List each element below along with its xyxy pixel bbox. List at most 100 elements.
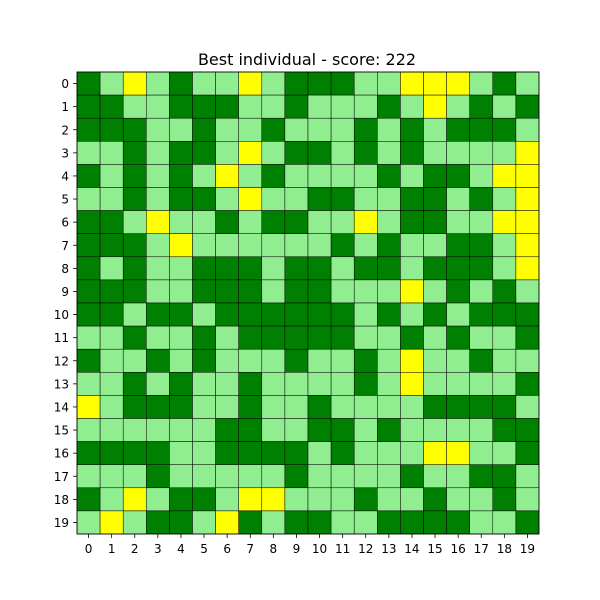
heatmap-cell [492,117,517,142]
heatmap-cell [400,117,424,142]
heatmap-cell [423,210,447,234]
heatmap-cell [261,418,286,442]
y-tick-label: 14 [54,400,69,414]
heatmap-cell [238,187,263,211]
y-tick-label: 6 [61,216,69,230]
heatmap-cell [492,510,517,535]
y-tick-label: 11 [54,331,69,345]
heatmap-cell [192,71,216,96]
heatmap-cell [192,141,216,165]
heatmap-cell [215,441,239,465]
heatmap-cell [192,117,216,142]
heatmap-cell [515,510,540,535]
heatmap-cell [423,325,447,350]
heatmap-cell [400,464,424,489]
heatmap-cell [377,233,401,258]
heatmap-cell [377,325,401,350]
heatmap-cell [469,117,494,142]
heatmap-cell [238,348,263,373]
heatmap-cell [353,94,378,119]
heatmap-cell [307,487,332,512]
heatmap-cell [446,256,470,281]
heatmap-cell [169,302,193,327]
heatmap-cell [76,464,101,489]
heatmap-cell [492,256,517,281]
heatmap-cell [76,441,101,465]
heatmap-cell [307,348,332,373]
heatmap-cell [169,233,193,258]
heatmap-cell [99,94,124,119]
heatmap-cell [330,418,355,442]
heatmap-cell [169,164,193,188]
heatmap-cell [238,487,263,512]
heatmap-cell [353,325,378,350]
heatmap-cell [423,348,447,373]
heatmap-cell [446,233,470,258]
x-tick-label: 13 [381,542,396,556]
heatmap-cell [307,94,332,119]
heatmap-cell [99,372,124,396]
heatmap-cell [146,464,170,489]
heatmap-cell [353,233,378,258]
heatmap-cell [169,256,193,281]
heatmap-cell [515,279,540,304]
heatmap-cell [423,418,447,442]
heatmap-cell [76,348,101,373]
heatmap-cell [469,302,494,327]
heatmap-cell [423,279,447,304]
heatmap-cell [215,256,239,281]
heatmap-cell [122,210,147,234]
heatmap-cell [377,117,401,142]
heatmap-cell [492,487,517,512]
heatmap-cell [238,233,263,258]
heatmap-cell [330,441,355,465]
heatmap-cell [423,233,447,258]
heatmap-cell [469,510,494,535]
heatmap-cell [446,510,470,535]
heatmap-cell [423,256,447,281]
heatmap-cell [192,395,216,419]
heatmap-cell [146,117,170,142]
heatmap-cell [146,141,170,165]
heatmap-cell [400,348,424,373]
heatmap-cell [261,279,286,304]
heatmap-cell [446,441,470,465]
heatmap-cell [215,372,239,396]
heatmap-cell [423,464,447,489]
heatmap-cell [261,71,286,96]
heatmap-cell [400,279,424,304]
heatmap-cell [261,441,286,465]
heatmap-cell [215,210,239,234]
heatmap-cell [469,279,494,304]
heatmap-cell [146,441,170,465]
heatmap-cell [284,510,309,535]
x-tick-label: 0 [85,542,93,556]
heatmap-cell [330,279,355,304]
heatmap-cell [492,464,517,489]
heatmap-cell [423,141,447,165]
heatmap-cell [353,348,378,373]
heatmap-cell [330,71,355,96]
heatmap-cell [261,348,286,373]
heatmap-grid [76,71,540,535]
heatmap-cell [76,395,101,419]
heatmap-cell [169,395,193,419]
heatmap-cell [469,372,494,396]
heatmap-cell [400,510,424,535]
heatmap-cell [99,164,124,188]
heatmap-cell [284,117,309,142]
heatmap-cell [238,510,263,535]
heatmap-cell [446,372,470,396]
heatmap-cell [215,94,239,119]
heatmap-cell [215,187,239,211]
heatmap-cell [330,117,355,142]
heatmap-cell [515,187,540,211]
heatmap-cell [423,487,447,512]
heatmap-cell [446,164,470,188]
y-tick-label: 0 [61,77,69,91]
heatmap-cell [377,256,401,281]
heatmap-cell [284,395,309,419]
heatmap-cell [446,210,470,234]
heatmap-cell [469,256,494,281]
